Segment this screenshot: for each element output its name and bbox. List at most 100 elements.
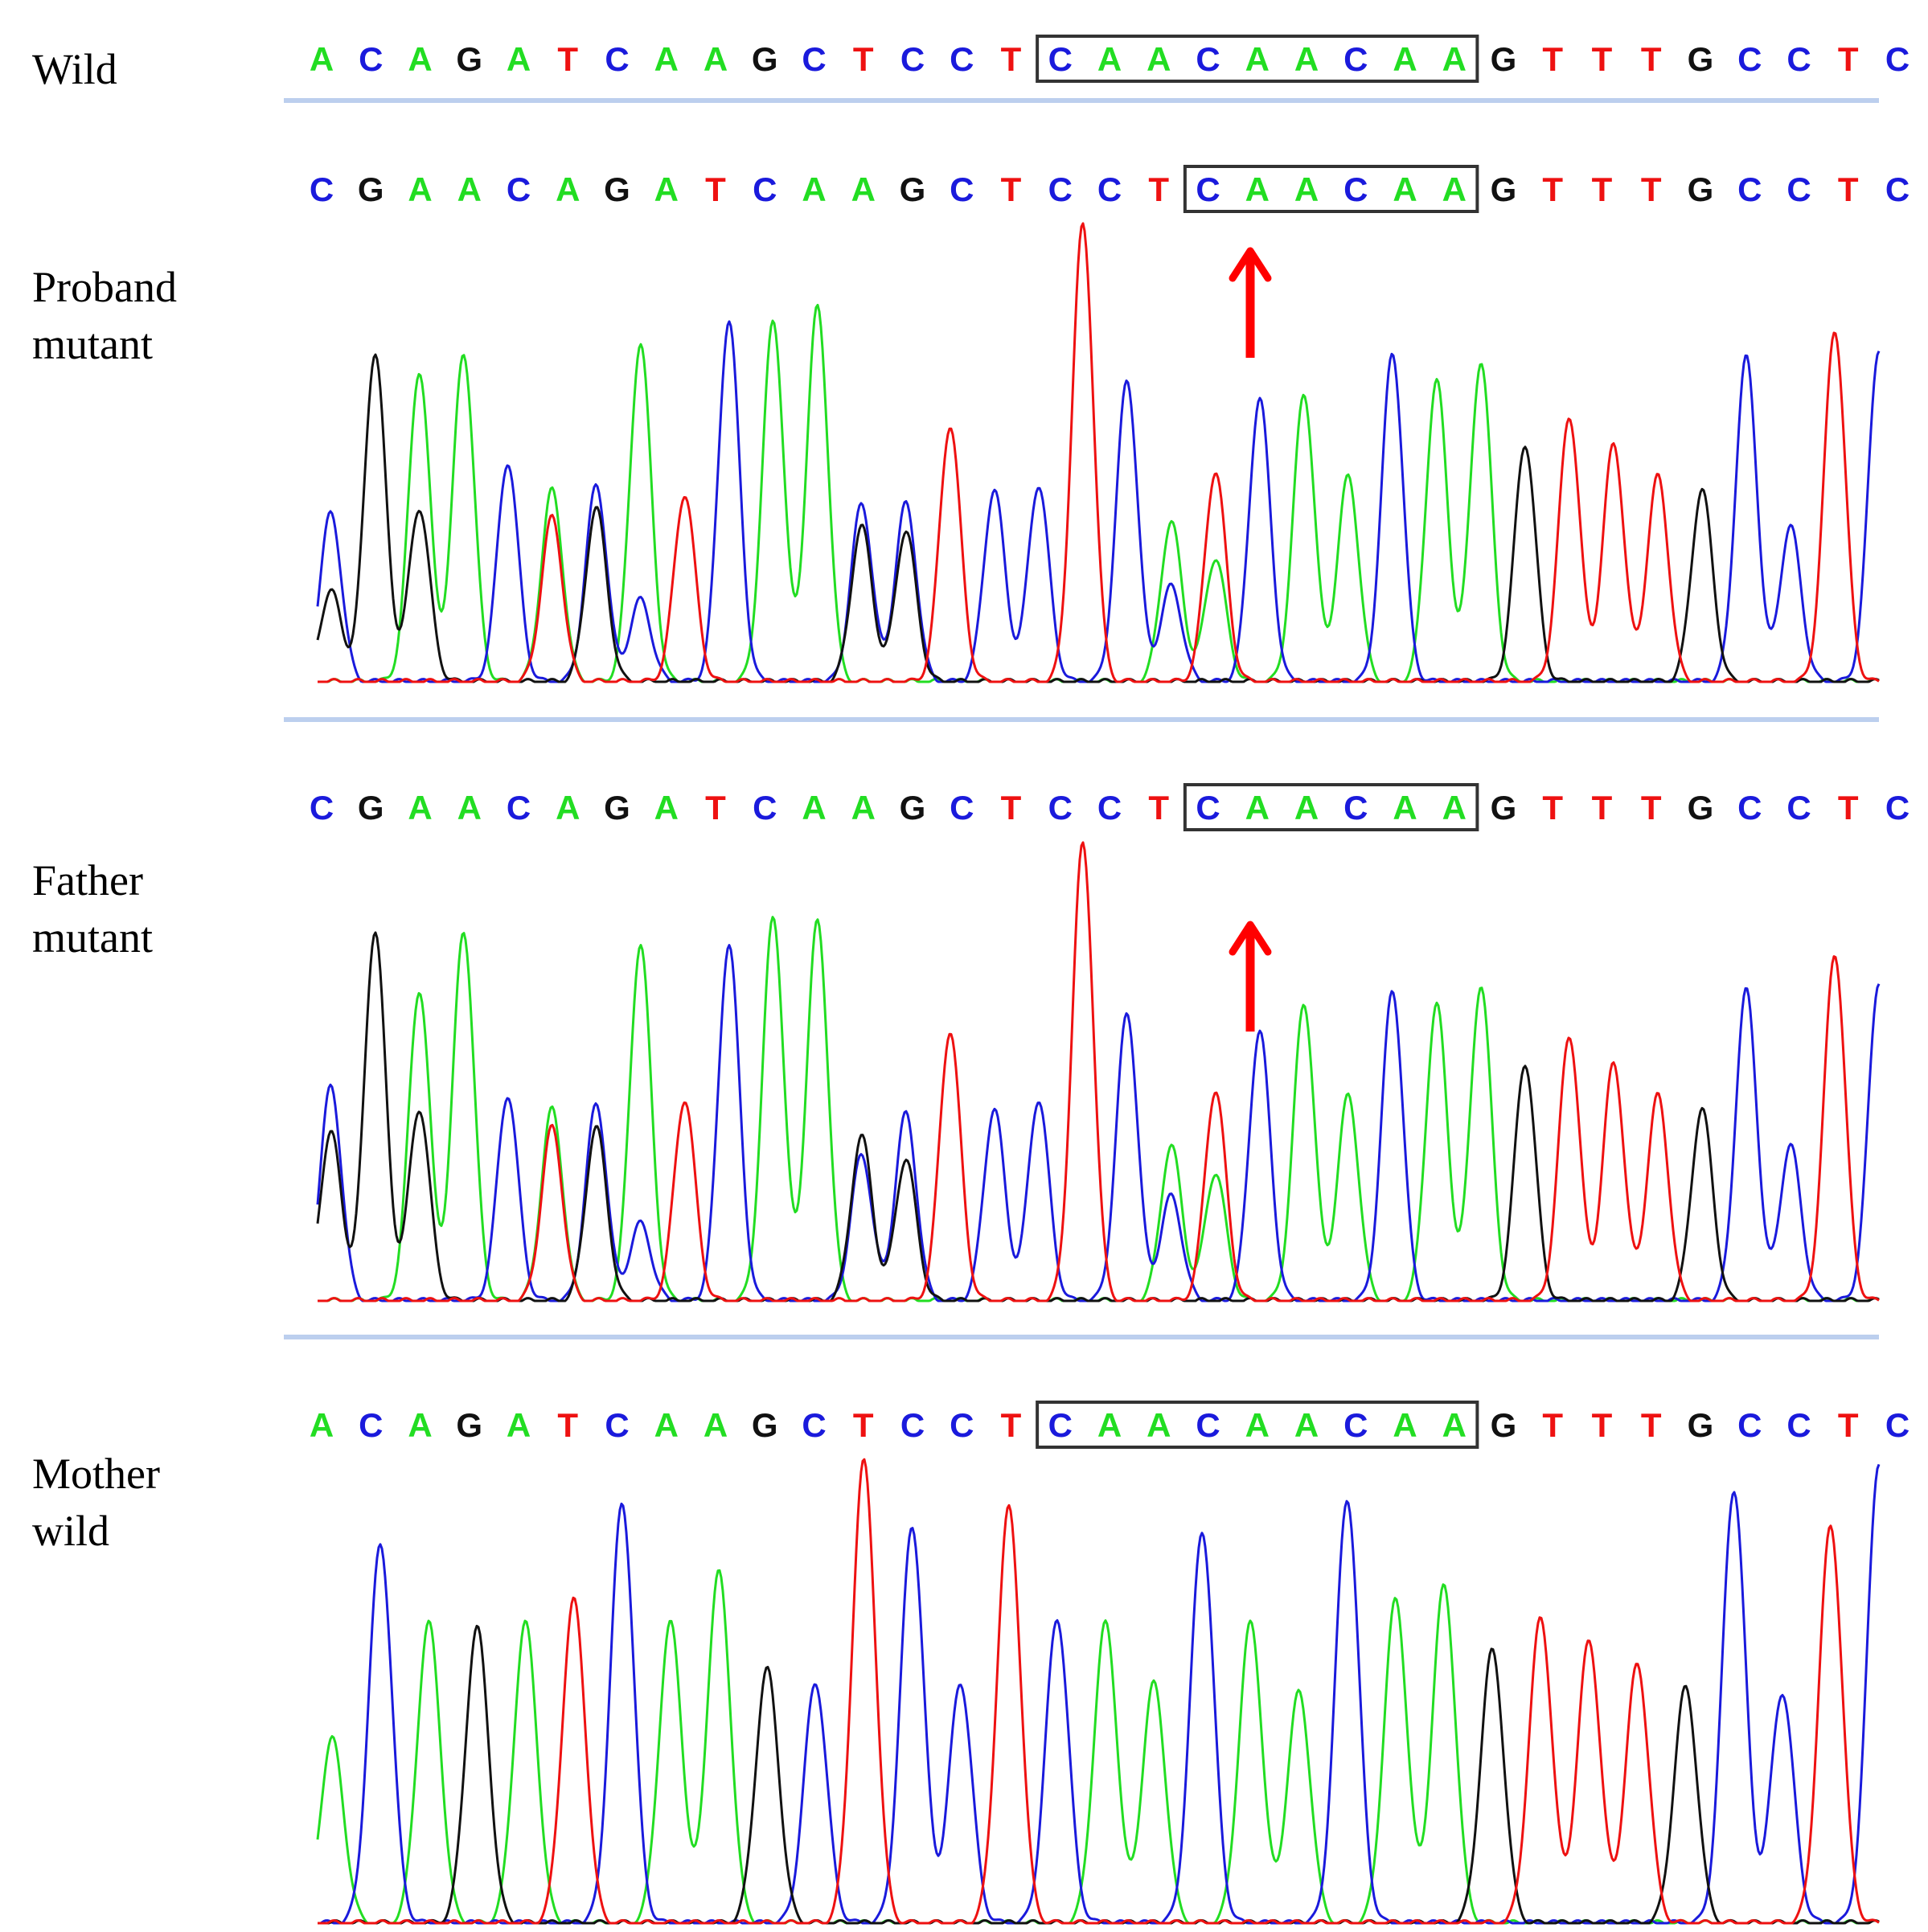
base-call: T (557, 40, 578, 78)
base-call: C (1196, 1406, 1220, 1444)
trace-a (318, 916, 1880, 1302)
base-call: C (950, 789, 974, 827)
base-call: G (358, 789, 384, 827)
mutation-arrow (1229, 921, 1272, 1032)
base-call: C (950, 40, 974, 78)
base-call: T (1592, 170, 1613, 208)
base-call: C (950, 170, 974, 208)
base-call: T (1542, 789, 1563, 827)
base-call: C (359, 40, 383, 78)
base-call: T (853, 1406, 874, 1444)
base-call: A (1147, 40, 1171, 78)
label-father-line1: Father (32, 856, 143, 904)
label-mother-line2: wild (32, 1507, 109, 1555)
panel-labels: Wild Proband mutant Father mutant Mother… (32, 45, 177, 1555)
base-call: C (1786, 1406, 1811, 1444)
base-call: A (556, 170, 580, 208)
base-call: C (1737, 40, 1762, 78)
base-call: T (705, 789, 726, 827)
base-call: G (1491, 789, 1517, 827)
base-call: T (705, 170, 726, 208)
base-call: A (408, 170, 432, 208)
base-call: C (753, 789, 777, 827)
base-call: C (1048, 789, 1073, 827)
base-call: T (1641, 1406, 1662, 1444)
base-call: C (1196, 170, 1220, 208)
base-call: G (456, 1406, 482, 1444)
base-call: G (1491, 1406, 1517, 1444)
base-call: T (1148, 789, 1169, 827)
base-call: G (1688, 40, 1714, 78)
base-call: G (1688, 1406, 1714, 1444)
base-call: C (605, 1406, 629, 1444)
base-call: A (1393, 40, 1417, 78)
base-call: A (457, 789, 482, 827)
base-call: A (408, 40, 432, 78)
base-call: T (1641, 789, 1662, 827)
base-call: C (310, 789, 334, 827)
base-call: A (851, 789, 876, 827)
base-call: C (1343, 789, 1368, 827)
base-call: C (507, 170, 531, 208)
base-call: A (1245, 40, 1270, 78)
mutation-arrow (1229, 247, 1272, 358)
base-call: C (1097, 789, 1122, 827)
base-call: A (507, 1406, 531, 1444)
base-call: T (1542, 40, 1563, 78)
base-call: C (753, 170, 777, 208)
base-call: C (1885, 1406, 1910, 1444)
base-call: T (1838, 1406, 1859, 1444)
base-call: A (310, 1406, 334, 1444)
repeat-highlight-box (1036, 1401, 1479, 1449)
base-call: T (557, 1406, 578, 1444)
base-call: C (1048, 1406, 1073, 1444)
base-call: G (358, 170, 384, 208)
base-call: A (556, 789, 580, 827)
base-call: C (605, 40, 629, 78)
base-call: G (1688, 170, 1714, 208)
base-call: T (1592, 40, 1613, 78)
base-call: T (1148, 170, 1169, 208)
base-call-sequences: A C A G A T C A A G C T C C T C A A C A A C A A G T T T G C C T CC G A A C A G… (310, 40, 1910, 1444)
base-call: T (1542, 1406, 1563, 1444)
base-call: A (1294, 40, 1319, 78)
base-call: A (1442, 170, 1467, 208)
base-call: T (1001, 40, 1022, 78)
base-call: C (1196, 789, 1220, 827)
base-call: A (408, 789, 432, 827)
base-call: A (1442, 1406, 1467, 1444)
base-call: C (1737, 170, 1762, 208)
base-call: T (1641, 40, 1662, 78)
base-call: G (604, 170, 630, 208)
trace-t (318, 1458, 1880, 1925)
base-call: C (802, 1406, 826, 1444)
base-call: C (900, 1406, 925, 1444)
base-call: C (802, 40, 826, 78)
base-call: A (1294, 1406, 1319, 1444)
base-call: C (1737, 789, 1762, 827)
trace-t (318, 222, 1880, 683)
base-call: T (1592, 1406, 1613, 1444)
base-call: T (1001, 789, 1022, 827)
base-call: T (1001, 170, 1022, 208)
base-call: T (1001, 1406, 1022, 1444)
base-call: A (654, 789, 679, 827)
repeat-highlight-box (1183, 165, 1479, 213)
label-proband-line2: mutant (32, 320, 153, 368)
base-call: T (1542, 170, 1563, 208)
highlight-boxes (1036, 35, 1479, 1449)
base-call: A (1393, 1406, 1417, 1444)
base-call: A (1147, 1406, 1171, 1444)
base-call: A (457, 170, 482, 208)
base-call: A (851, 170, 876, 208)
base-call: C (1737, 1406, 1762, 1444)
label-mother-line1: Mother (32, 1450, 160, 1498)
base-call: C (950, 1406, 974, 1444)
base-call: A (1097, 1406, 1122, 1444)
chromatogram-traces (316, 222, 1881, 1925)
base-call: C (1048, 40, 1073, 78)
base-call: A (704, 40, 728, 78)
base-call: A (1393, 789, 1417, 827)
base-call: G (456, 40, 482, 78)
base-call: C (1343, 1406, 1368, 1444)
